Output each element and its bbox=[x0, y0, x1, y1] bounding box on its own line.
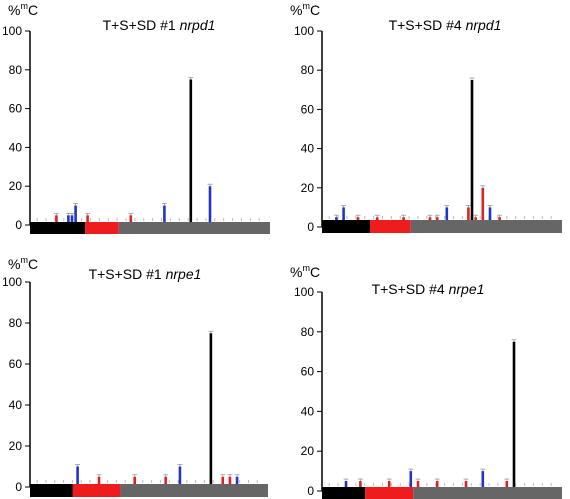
data-bar bbox=[488, 207, 492, 220]
chart-panel-nrpd1-line1: %mC T+S+SD #1 nrpd1 0 20 40 60 80 100 bbox=[2, 1, 270, 234]
chart-title: T+S+SD #4 nrpe1 bbox=[372, 281, 485, 297]
data-bar bbox=[235, 476, 239, 484]
y-axis-label: %mC bbox=[290, 1, 320, 18]
y-tick-label: 80 bbox=[301, 63, 315, 77]
data-bar bbox=[74, 205, 77, 222]
y-tick-label: 0 bbox=[307, 220, 314, 234]
y-tick-label: 0 bbox=[15, 218, 22, 232]
region-segment bbox=[410, 220, 562, 233]
region-segment bbox=[413, 487, 562, 499]
data-bar bbox=[189, 79, 193, 222]
y-tick-label: 60 bbox=[9, 102, 23, 116]
y-tick-label: 20 bbox=[9, 439, 23, 453]
data-bar bbox=[86, 215, 89, 222]
region-segment bbox=[30, 222, 86, 234]
data-bar bbox=[221, 476, 225, 484]
data-bar bbox=[133, 476, 137, 484]
region-segment bbox=[322, 487, 366, 499]
region-segment bbox=[72, 484, 121, 497]
y-tick-label: 100 bbox=[294, 285, 314, 299]
y-axis-label: %mC bbox=[8, 1, 38, 18]
data-bar bbox=[208, 186, 212, 222]
data-bar bbox=[481, 471, 485, 487]
data-bar bbox=[467, 207, 470, 220]
region-segment bbox=[120, 484, 268, 497]
chart-panel-nrpd1-line4: %mC T+S+SD #4 nrpd1 0 20 40 60 80 100 bbox=[290, 1, 562, 234]
y-tick-label: 60 bbox=[301, 102, 315, 116]
data-bar bbox=[359, 481, 362, 487]
data-bar bbox=[470, 80, 474, 220]
data-bar bbox=[344, 481, 348, 487]
chart-title: T+S+SD #4 nrpd1 bbox=[389, 17, 502, 33]
region-segment bbox=[365, 487, 414, 499]
data-bar bbox=[164, 476, 167, 484]
data-bar bbox=[428, 217, 432, 220]
chart-title: T+S+SD #1 nrpe1 bbox=[89, 266, 202, 282]
data-bar bbox=[356, 217, 360, 220]
y-tick-label: 40 bbox=[301, 404, 315, 418]
data-bar bbox=[387, 481, 391, 487]
region-segment bbox=[118, 222, 270, 234]
y-tick-label: 40 bbox=[9, 398, 23, 412]
chart-title: T+S+SD #1 nrpd1 bbox=[103, 17, 216, 33]
region-segment bbox=[30, 484, 73, 497]
region-segment bbox=[370, 220, 411, 233]
y-tick-label: 100 bbox=[2, 275, 22, 289]
data-bar bbox=[228, 476, 232, 484]
data-bar bbox=[342, 207, 345, 220]
data-bar bbox=[435, 481, 439, 487]
y-axis-label: %mC bbox=[290, 263, 320, 280]
data-bar bbox=[163, 205, 166, 222]
data-bar bbox=[375, 217, 379, 220]
data-bar bbox=[435, 217, 439, 220]
chart-panel-nrpe1-line1: %mC T+S+SD #1 nrpe1 0 20 40 60 80 100 bbox=[2, 255, 268, 497]
data-bar bbox=[474, 217, 477, 220]
y-tick-label: 40 bbox=[301, 142, 315, 156]
data-bar bbox=[209, 333, 213, 484]
data-bar bbox=[335, 217, 338, 220]
y-tick-label: 20 bbox=[9, 179, 23, 193]
y-tick-label: 100 bbox=[294, 24, 314, 38]
data-bar bbox=[416, 481, 420, 487]
y-tick-label: 20 bbox=[301, 444, 315, 458]
y-tick-label: 80 bbox=[9, 63, 23, 77]
data-bar bbox=[409, 471, 413, 487]
data-bar bbox=[402, 217, 405, 220]
y-tick-label: 40 bbox=[9, 140, 23, 154]
data-bar bbox=[178, 466, 182, 484]
region-segment bbox=[322, 220, 370, 233]
chart-panel-nrpe1-line4: %mC T+S+SD #4 nrpe1 0 20 40 60 80 100 bbox=[290, 263, 562, 499]
y-tick-label: 100 bbox=[2, 24, 22, 38]
y-tick-label: 60 bbox=[9, 357, 23, 371]
y-tick-label: 20 bbox=[301, 181, 315, 195]
data-bar bbox=[498, 217, 501, 220]
data-bar bbox=[445, 207, 449, 220]
y-tick-label: 0 bbox=[15, 480, 22, 494]
data-bar bbox=[505, 481, 509, 487]
y-tick-label: 60 bbox=[301, 365, 315, 379]
data-bar bbox=[76, 466, 79, 484]
y-tick-label: 80 bbox=[301, 325, 315, 339]
data-bar bbox=[512, 341, 516, 487]
y-tick-label: 0 bbox=[307, 484, 314, 498]
y-axis-label: %mC bbox=[8, 255, 38, 272]
data-bar bbox=[55, 215, 58, 222]
region-segment bbox=[85, 222, 119, 234]
data-bar bbox=[97, 476, 101, 484]
data-bar bbox=[464, 481, 468, 487]
data-bar bbox=[481, 187, 485, 220]
data-bar bbox=[67, 215, 70, 222]
data-bar bbox=[70, 215, 74, 222]
y-tick-label: 80 bbox=[9, 316, 23, 330]
data-bar bbox=[129, 215, 133, 222]
